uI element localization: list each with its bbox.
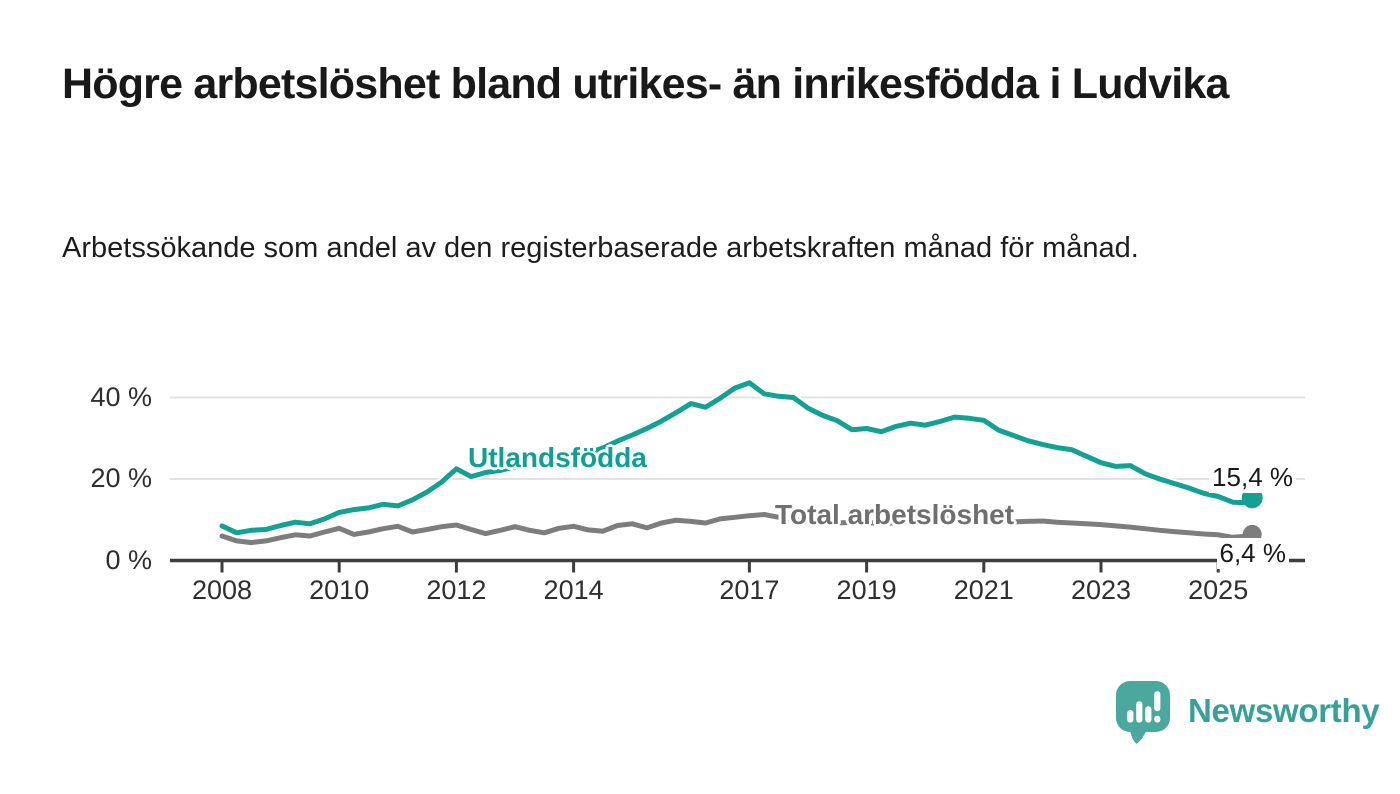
y-tick-label-40: 40 %: [90, 381, 152, 412]
end-value-label-utlandsfodda: 15,4 %: [1209, 462, 1296, 493]
end-value-label-total: 6,4 %: [1216, 538, 1289, 569]
x-tick-label-2017: 2017: [719, 575, 780, 605]
x-tick-label-2012: 2012: [426, 575, 487, 605]
y-tick-label-0: 0 %: [105, 544, 152, 575]
series-line-1: [219, 512, 1255, 546]
x-tick-label-2014: 2014: [543, 575, 604, 605]
y-tick-label-20: 20 %: [90, 463, 152, 493]
x-tick-label-2019: 2019: [836, 575, 897, 605]
x-tick-label-2023: 2023: [1070, 575, 1132, 605]
newsworthy-logo-icon: [1116, 681, 1170, 744]
x-tick-label-2025: 2025: [1188, 575, 1249, 605]
series-casing-0: [217, 378, 1257, 538]
x-tick-label-2008: 2008: [191, 575, 253, 605]
x-tick-label-2010: 2010: [309, 575, 370, 605]
x-tick-label-2021: 2021: [953, 575, 1014, 605]
page-title: Högre arbetslöshet bland utrikes- än inr…: [62, 60, 1229, 108]
series-line-0: [219, 380, 1255, 536]
series-label-utlandsfodda: Utlandsfödda: [468, 442, 647, 473]
newsworthy-logo: Newsworthy: [1112, 678, 1380, 744]
series-label-total-arbetsloshet: Total arbetslöshet: [775, 499, 1015, 530]
page-subtitle: Arbetssökande som andel av den registerb…: [62, 232, 1139, 264]
newsworthy-wordmark: Newsworthy: [1188, 692, 1380, 729]
